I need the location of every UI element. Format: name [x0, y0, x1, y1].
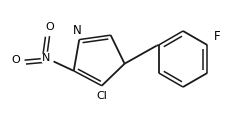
Text: N: N	[73, 24, 82, 37]
Text: O: O	[11, 55, 20, 65]
Text: F: F	[214, 30, 221, 44]
Text: N: N	[42, 53, 51, 63]
Text: Cl: Cl	[96, 91, 107, 101]
Text: O: O	[45, 22, 54, 32]
